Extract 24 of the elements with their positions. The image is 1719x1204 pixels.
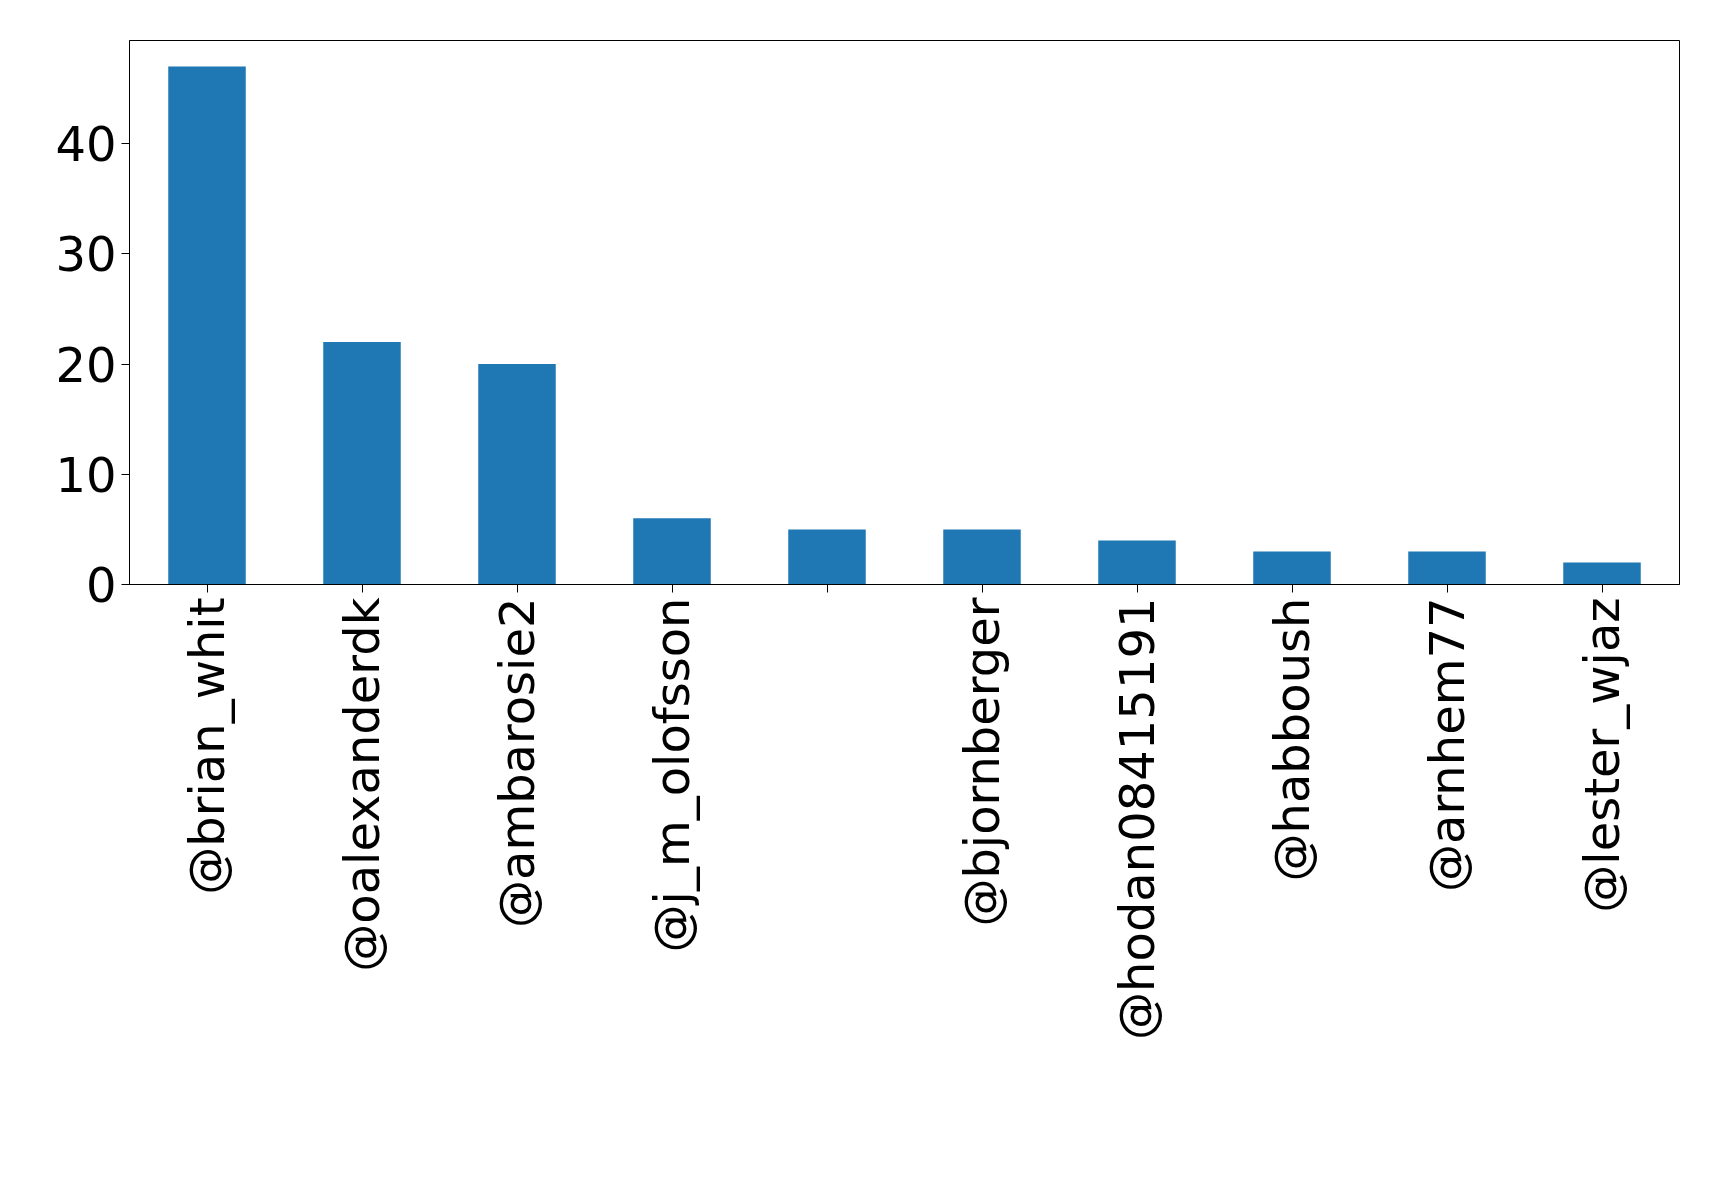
x-tick-label: @oalexanderdk [334,597,390,972]
y-tick-label: 20 [55,336,117,393]
x-tick-label: @ambarosie2 [489,597,545,929]
x-tick-label: @arnhem77 [1419,597,1475,893]
x-tick-label: @bjornberger [954,597,1010,927]
bar [1408,551,1486,585]
bar [1253,551,1331,585]
x-tick-label: @lester_wjaz [1574,597,1630,913]
y-tick-label: 40 [55,116,117,173]
bar [1563,562,1641,585]
bar [323,341,401,585]
bar [943,529,1021,585]
y-tick-label: 30 [55,226,117,283]
bar [1098,540,1176,585]
x-tick-label: @brian_whit [179,597,235,895]
bar [633,518,711,585]
x-tick-label: @habboush [1264,597,1320,882]
y-tick-label: 10 [55,446,117,503]
bar [168,66,246,585]
bar [788,529,866,585]
y-tick-label: 0 [85,557,117,613]
x-tick-label: @j_m_olofsson [644,597,700,953]
x-tick-label: @hodan08415191 [1109,597,1165,1040]
bar [478,364,556,585]
